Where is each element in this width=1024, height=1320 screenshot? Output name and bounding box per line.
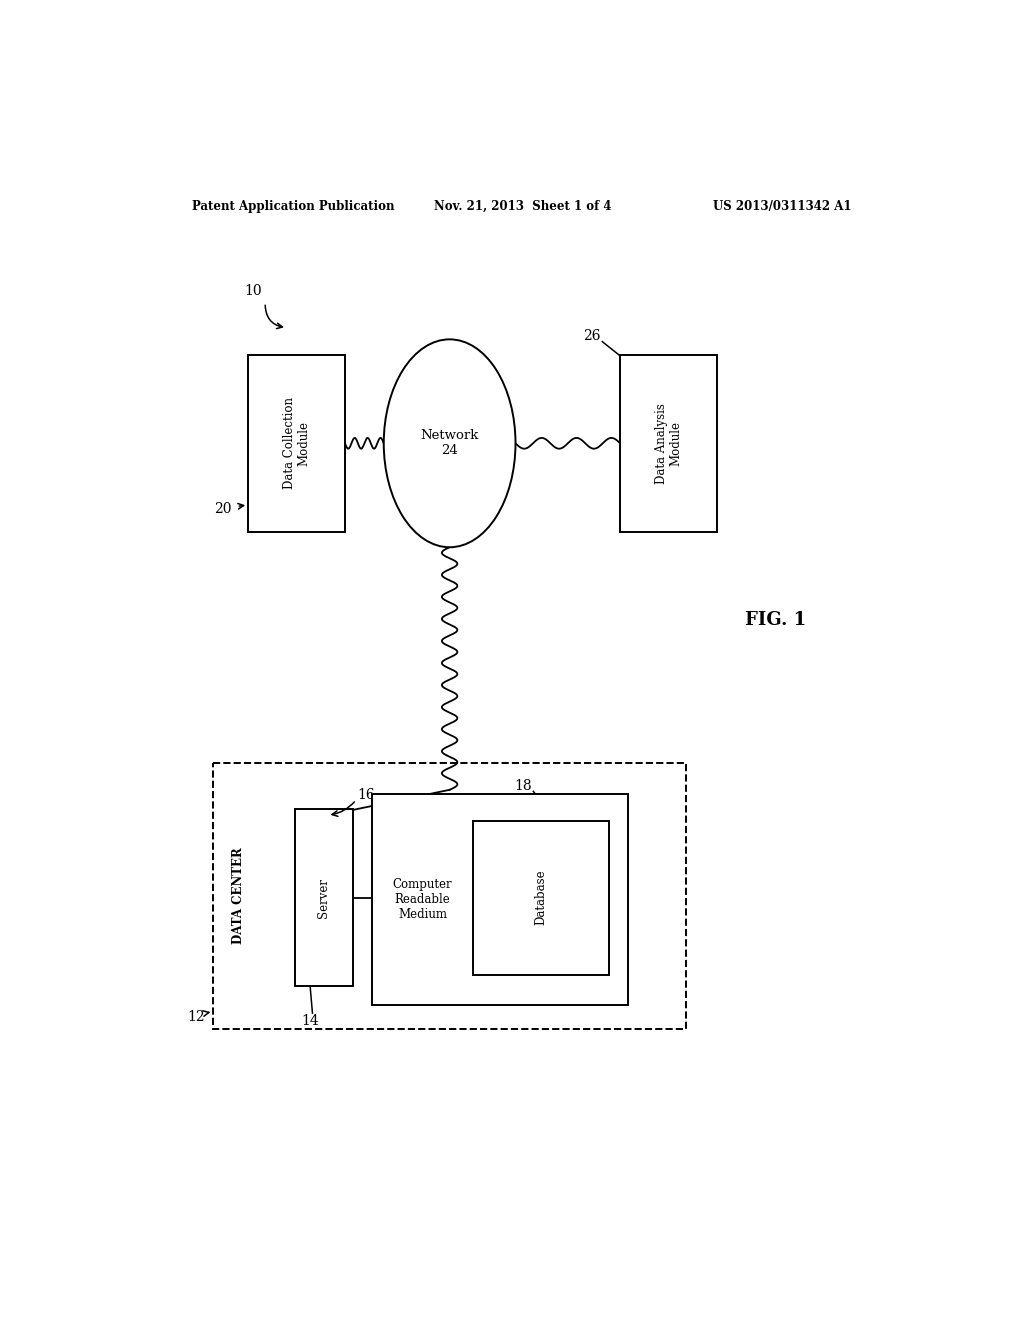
- Text: US 2013/0311342 A1: US 2013/0311342 A1: [713, 199, 852, 213]
- Bar: [372, 793, 628, 1006]
- Bar: [621, 355, 717, 532]
- Text: 18: 18: [514, 779, 532, 793]
- Bar: [473, 821, 608, 974]
- Text: Patent Application Publication: Patent Application Publication: [191, 199, 394, 213]
- Text: 10: 10: [245, 284, 262, 298]
- Text: Computer
Readable
Medium: Computer Readable Medium: [392, 878, 453, 921]
- Text: Database: Database: [535, 870, 547, 925]
- Text: 14: 14: [301, 1014, 319, 1028]
- Text: 12: 12: [187, 1010, 205, 1024]
- Bar: [213, 763, 686, 1028]
- Text: Nov. 21, 2013  Sheet 1 of 4: Nov. 21, 2013 Sheet 1 of 4: [434, 199, 611, 213]
- Text: Network
24: Network 24: [421, 429, 479, 457]
- Text: Data Collection
Module: Data Collection Module: [283, 397, 310, 490]
- Bar: [248, 355, 345, 532]
- Ellipse shape: [384, 339, 515, 548]
- Text: 16: 16: [357, 788, 375, 803]
- Text: 26: 26: [583, 329, 600, 342]
- Text: Data Analysis
Module: Data Analysis Module: [654, 403, 683, 483]
- Text: FIG. 1: FIG. 1: [744, 611, 806, 630]
- Text: DATA CENTER: DATA CENTER: [231, 847, 245, 944]
- Bar: [295, 809, 352, 986]
- Text: 20: 20: [214, 502, 231, 516]
- Text: Server: Server: [317, 878, 330, 917]
